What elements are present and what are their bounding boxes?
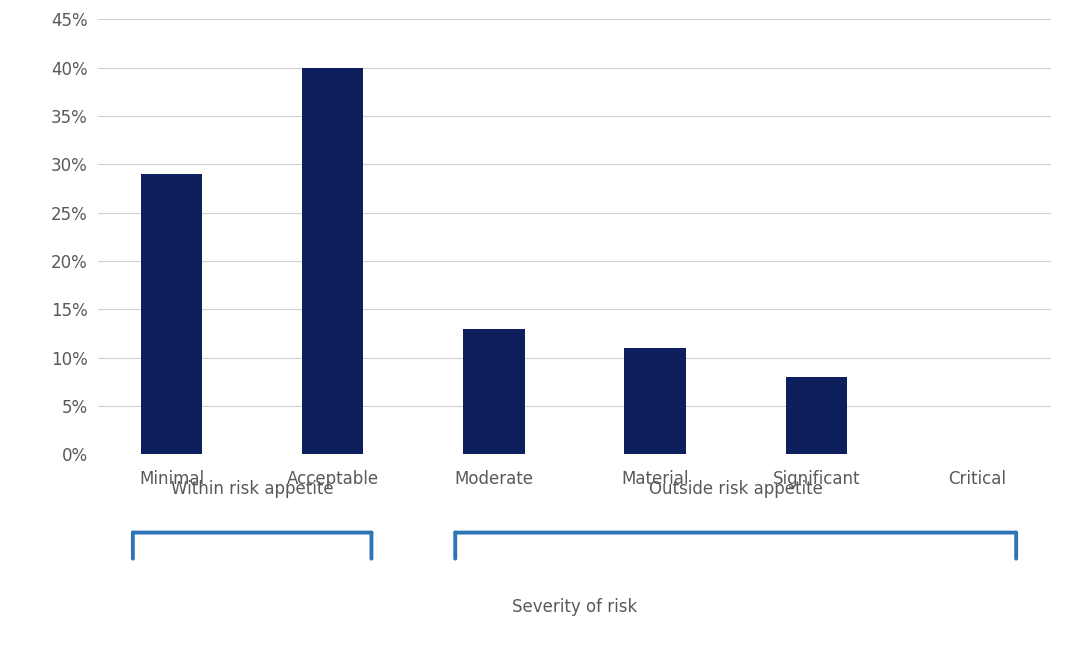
- Bar: [463, 328, 525, 454]
- Text: Outside risk appetite: Outside risk appetite: [648, 480, 823, 498]
- Bar: [624, 348, 686, 454]
- Bar: [141, 174, 203, 454]
- Text: Within risk appetite: Within risk appetite: [171, 480, 334, 498]
- Text: Severity of risk: Severity of risk: [512, 598, 637, 616]
- Bar: [302, 67, 363, 454]
- Bar: [786, 377, 847, 454]
